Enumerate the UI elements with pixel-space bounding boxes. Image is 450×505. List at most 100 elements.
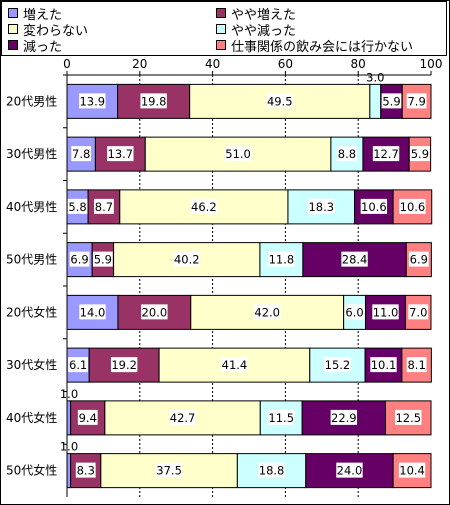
data-label: 8.8 <box>338 147 356 161</box>
data-label-background <box>68 357 89 373</box>
data-label: 6.0 <box>345 305 363 319</box>
data-label: 42.0 <box>254 305 280 319</box>
data-label-background <box>258 462 285 478</box>
data-label: 5.8 <box>68 200 86 214</box>
data-label-background <box>324 357 351 373</box>
data-label: 19.8 <box>141 94 167 108</box>
data-label-background <box>330 409 358 425</box>
data-label-background <box>254 304 281 320</box>
legend-item-decreased: 減った <box>8 37 63 55</box>
data-label: 10.6 <box>400 200 426 214</box>
data-label: 15.2 <box>325 358 351 372</box>
data-label: 6.9 <box>410 253 428 267</box>
data-label-background <box>360 198 388 214</box>
data-label-background <box>141 304 168 320</box>
legend-swatch-decreased <box>8 40 18 50</box>
data-label: 20.0 <box>142 305 168 319</box>
data-label-background <box>155 462 183 478</box>
data-label-background <box>398 462 426 478</box>
legend-item-increased: 増えた <box>8 5 63 23</box>
legend-item-slightly-increased: やや増えた <box>216 5 296 23</box>
category-label: 50代男性 <box>6 253 57 267</box>
legend-label-no-work-parties: 仕事関係の飲み会には行かない <box>231 39 414 55</box>
data-label-background <box>399 198 426 214</box>
legend-swatch-unchanged <box>8 24 18 34</box>
bar-segment <box>364 294 407 330</box>
legend-item-slightly-decreased: やや減った <box>216 21 297 39</box>
data-label-background <box>344 304 365 320</box>
x-tick-label: 40 <box>205 57 220 71</box>
data-label: 14.0 <box>80 305 106 319</box>
category-label: 30代男性 <box>6 147 57 161</box>
data-label: 7.8 <box>72 147 90 161</box>
data-label: 3.0 <box>366 70 384 84</box>
data-label: 5.9 <box>382 94 400 108</box>
legend-label-decreased: 減った <box>23 39 63 55</box>
data-label-background <box>221 357 248 373</box>
data-label-background <box>341 251 368 267</box>
data-label: 7.9 <box>407 94 425 108</box>
legend-label-increased: 増えた <box>23 7 63 23</box>
legend-label-slightly-decreased: やや減った <box>231 23 297 39</box>
data-label-background <box>266 93 293 109</box>
data-label: 41.4 <box>222 358 248 372</box>
data-label-background <box>308 198 335 214</box>
data-label-background <box>92 251 113 267</box>
bar-segment <box>66 453 72 489</box>
data-label-background <box>409 146 430 162</box>
data-label-background <box>140 93 167 109</box>
data-label-background <box>79 304 106 320</box>
data-label: 5.9 <box>411 147 429 161</box>
data-label: 46.2 <box>191 200 217 214</box>
category-label: 40代男性 <box>6 200 57 214</box>
category-label: 20代女性 <box>6 304 57 319</box>
data-label: 12.5 <box>395 411 421 425</box>
bar-segment <box>369 83 382 119</box>
data-label-background <box>94 198 114 214</box>
legend: 増えた やや増えた 変わらない やや減った 減った 仕事関係の飲み会には行かない <box>1 1 447 56</box>
data-label: 1.0 <box>60 387 78 401</box>
x-tick-label: 60 <box>278 57 293 71</box>
data-label-background <box>77 409 98 425</box>
data-label-background <box>107 146 134 162</box>
data-label: 11.0 <box>373 305 399 319</box>
legend-label-unchanged: 変わらない <box>23 23 89 39</box>
data-label-background <box>224 146 252 162</box>
data-label: 11.8 <box>269 253 295 267</box>
data-label-background <box>190 198 218 214</box>
data-label: 10.4 <box>399 464 425 478</box>
legend-item-unchanged: 変わらない <box>8 21 89 39</box>
data-label: 5.9 <box>94 253 112 267</box>
data-label: 18.3 <box>308 200 334 214</box>
data-label-background <box>268 251 295 267</box>
data-label-background <box>408 251 429 267</box>
data-label-background <box>110 357 138 373</box>
legend-item-no-work-parties: 仕事関係の飲み会には行かない <box>216 37 414 55</box>
data-label-background <box>370 357 397 373</box>
data-label: 22.9 <box>331 411 357 425</box>
x-tick-label: 20 <box>132 57 147 71</box>
data-label-background <box>169 409 196 425</box>
data-label: 7.0 <box>409 305 427 319</box>
bar-segment <box>66 400 72 436</box>
data-label: 6.9 <box>70 253 88 267</box>
bar-segment <box>189 83 371 119</box>
category-label: 40代女性 <box>6 410 57 425</box>
legend-swatch-slightly-decreased <box>216 24 226 34</box>
category-label: 50代女性 <box>6 463 57 478</box>
data-label-background <box>406 357 427 373</box>
category-label: 30代女性 <box>6 357 57 372</box>
data-label-background <box>173 251 200 267</box>
data-label: 8.1 <box>407 358 425 372</box>
bar-segment <box>302 242 407 278</box>
data-label-background <box>75 462 96 478</box>
data-label: 28.4 <box>342 253 368 267</box>
x-tick-label: 100 <box>420 57 443 71</box>
data-label: 24.0 <box>337 464 363 478</box>
legend-swatch-increased <box>8 8 18 18</box>
data-label: 1.0 <box>60 440 78 454</box>
data-label: 13.9 <box>79 94 105 108</box>
data-label: 8.7 <box>95 200 113 214</box>
data-label: 37.5 <box>156 464 182 478</box>
